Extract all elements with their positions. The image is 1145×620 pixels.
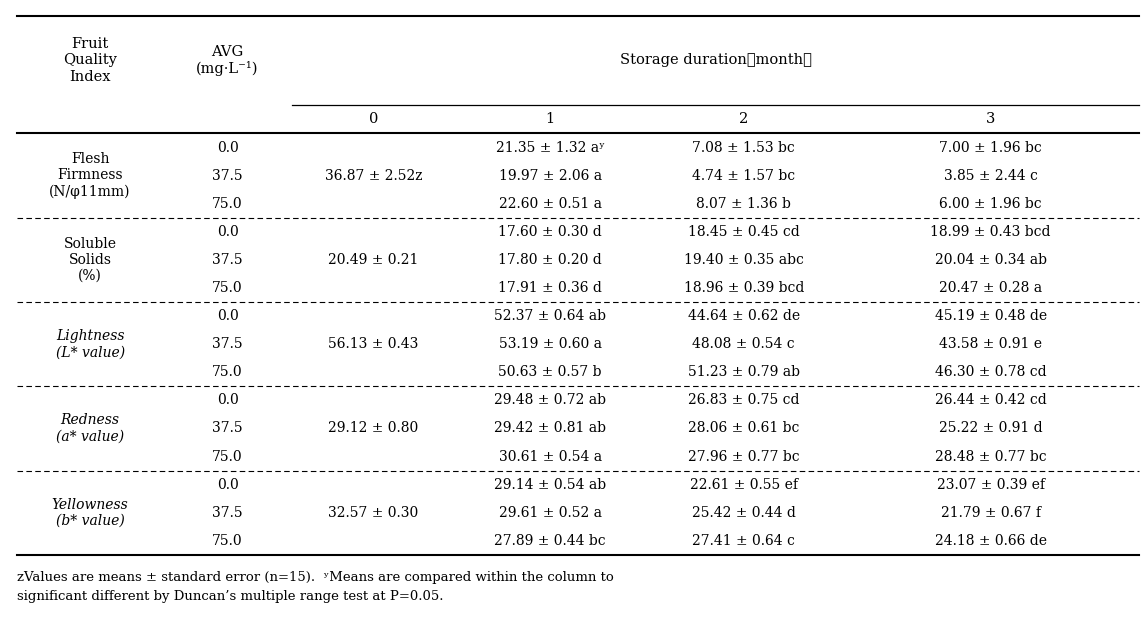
Text: 75.0: 75.0 [212, 281, 243, 295]
Text: 29.14 ± 0.54 ab: 29.14 ± 0.54 ab [495, 477, 606, 492]
Text: 17.91 ± 0.36 d: 17.91 ± 0.36 d [498, 281, 602, 295]
Text: 28.06 ± 0.61 bc: 28.06 ± 0.61 bc [688, 422, 799, 435]
Text: 27.89 ± 0.44 bc: 27.89 ± 0.44 bc [495, 534, 606, 548]
Text: 20.49 ± 0.21: 20.49 ± 0.21 [329, 253, 419, 267]
Text: 37.5: 37.5 [212, 169, 243, 183]
Text: Flesh
Firmness
(N/φ11mm): Flesh Firmness (N/φ11mm) [49, 152, 131, 199]
Text: 18.45 ± 0.45 cd: 18.45 ± 0.45 cd [688, 225, 799, 239]
Text: Lightness
(L* value): Lightness (L* value) [56, 329, 125, 360]
Text: 37.5: 37.5 [212, 337, 243, 351]
Text: 21.79 ± 0.67 f: 21.79 ± 0.67 f [940, 506, 1041, 520]
Text: 53.19 ± 0.60 a: 53.19 ± 0.60 a [499, 337, 601, 351]
Text: Soluble
Solids
(%): Soluble Solids (%) [64, 237, 117, 283]
Text: 26.44 ± 0.42 cd: 26.44 ± 0.42 cd [934, 393, 1047, 407]
Text: 8.07 ± 1.36 b: 8.07 ± 1.36 b [696, 197, 791, 211]
Text: 30.61 ± 0.54 a: 30.61 ± 0.54 a [498, 450, 602, 464]
Text: 4.74 ± 1.57 bc: 4.74 ± 1.57 bc [693, 169, 796, 183]
Text: 25.42 ± 0.44 d: 25.42 ± 0.44 d [692, 506, 796, 520]
Text: 32.57 ± 0.30: 32.57 ± 0.30 [329, 506, 419, 520]
Text: 20.47 ± 0.28 a: 20.47 ± 0.28 a [939, 281, 1042, 295]
Text: 56.13 ± 0.43: 56.13 ± 0.43 [329, 337, 419, 351]
Text: 0.0: 0.0 [216, 393, 238, 407]
Text: 48.08 ± 0.54 c: 48.08 ± 0.54 c [693, 337, 795, 351]
Text: 2: 2 [740, 112, 749, 126]
Text: Yellowness
(b* value): Yellowness (b* value) [52, 498, 128, 528]
Text: Redness
(a* value): Redness (a* value) [56, 414, 124, 443]
Text: ᴢValues are means ± standard error (n=15).  ʸMeans are compared within the colum: ᴢValues are means ± standard error (n=15… [17, 571, 614, 584]
Text: 37.5: 37.5 [212, 422, 243, 435]
Text: 25.22 ± 0.91 d: 25.22 ± 0.91 d [939, 422, 1042, 435]
Text: 21.35 ± 1.32 aʸ: 21.35 ± 1.32 aʸ [496, 141, 605, 154]
Text: 19.97 ± 2.06 a: 19.97 ± 2.06 a [498, 169, 602, 183]
Text: 22.61 ± 0.55 ef: 22.61 ± 0.55 ef [689, 477, 798, 492]
Text: 24.18 ± 0.66 de: 24.18 ± 0.66 de [934, 534, 1047, 548]
Text: 45.19 ± 0.48 de: 45.19 ± 0.48 de [934, 309, 1047, 323]
Text: 0.0: 0.0 [216, 309, 238, 323]
Text: 29.42 ± 0.81 ab: 29.42 ± 0.81 ab [495, 422, 606, 435]
Text: 0: 0 [369, 112, 378, 126]
Text: Storage duration（month）: Storage duration（month） [619, 53, 812, 68]
Text: 28.48 ± 0.77 bc: 28.48 ± 0.77 bc [934, 450, 1047, 464]
Text: 23.07 ± 0.39 ef: 23.07 ± 0.39 ef [937, 477, 1044, 492]
Text: 20.04 ± 0.34 ab: 20.04 ± 0.34 ab [934, 253, 1047, 267]
Text: 17.60 ± 0.30 d: 17.60 ± 0.30 d [498, 225, 602, 239]
Text: 0.0: 0.0 [216, 141, 238, 154]
Text: 6.00 ± 1.96 bc: 6.00 ± 1.96 bc [939, 197, 1042, 211]
Text: 22.60 ± 0.51 a: 22.60 ± 0.51 a [499, 197, 601, 211]
Text: 3.85 ± 2.44 c: 3.85 ± 2.44 c [943, 169, 1037, 183]
Text: 7.08 ± 1.53 bc: 7.08 ± 1.53 bc [693, 141, 795, 154]
Text: 75.0: 75.0 [212, 197, 243, 211]
Text: 44.64 ± 0.62 de: 44.64 ± 0.62 de [688, 309, 800, 323]
Text: 0.0: 0.0 [216, 225, 238, 239]
Text: 36.87 ± 2.52ᴢ: 36.87 ± 2.52ᴢ [325, 169, 423, 183]
Text: 3: 3 [986, 112, 995, 126]
Text: 18.99 ± 0.43 bcd: 18.99 ± 0.43 bcd [931, 225, 1051, 239]
Text: 75.0: 75.0 [212, 365, 243, 379]
Text: 17.80 ± 0.20 d: 17.80 ± 0.20 d [498, 253, 602, 267]
Text: 18.96 ± 0.39 bcd: 18.96 ± 0.39 bcd [684, 281, 804, 295]
Text: 29.48 ± 0.72 ab: 29.48 ± 0.72 ab [495, 393, 606, 407]
Text: 27.96 ± 0.77 bc: 27.96 ± 0.77 bc [688, 450, 799, 464]
Text: 26.83 ± 0.75 cd: 26.83 ± 0.75 cd [688, 393, 799, 407]
Text: 27.41 ± 0.64 c: 27.41 ± 0.64 c [693, 534, 795, 548]
Text: 29.12 ± 0.80: 29.12 ± 0.80 [329, 422, 419, 435]
Text: Fruit
Quality
Index: Fruit Quality Index [63, 37, 117, 84]
Text: 75.0: 75.0 [212, 534, 243, 548]
Text: 7.00 ± 1.96 bc: 7.00 ± 1.96 bc [939, 141, 1042, 154]
Text: 50.63 ± 0.57 b: 50.63 ± 0.57 b [498, 365, 602, 379]
Text: 29.61 ± 0.52 a: 29.61 ± 0.52 a [499, 506, 601, 520]
Text: 43.58 ± 0.91 e: 43.58 ± 0.91 e [939, 337, 1042, 351]
Text: 1: 1 [546, 112, 554, 126]
Text: 51.23 ± 0.79 ab: 51.23 ± 0.79 ab [688, 365, 799, 379]
Text: 19.40 ± 0.35 abc: 19.40 ± 0.35 abc [684, 253, 804, 267]
Text: significant different by Duncan’s multiple range test at P=0.05.: significant different by Duncan’s multip… [17, 590, 443, 603]
Text: 46.30 ± 0.78 cd: 46.30 ± 0.78 cd [934, 365, 1047, 379]
Text: 0.0: 0.0 [216, 477, 238, 492]
Text: AVG
(mg·L⁻¹): AVG (mg·L⁻¹) [196, 45, 259, 76]
Text: 37.5: 37.5 [212, 506, 243, 520]
Text: 52.37 ± 0.64 ab: 52.37 ± 0.64 ab [495, 309, 606, 323]
Text: 37.5: 37.5 [212, 253, 243, 267]
Text: 75.0: 75.0 [212, 450, 243, 464]
